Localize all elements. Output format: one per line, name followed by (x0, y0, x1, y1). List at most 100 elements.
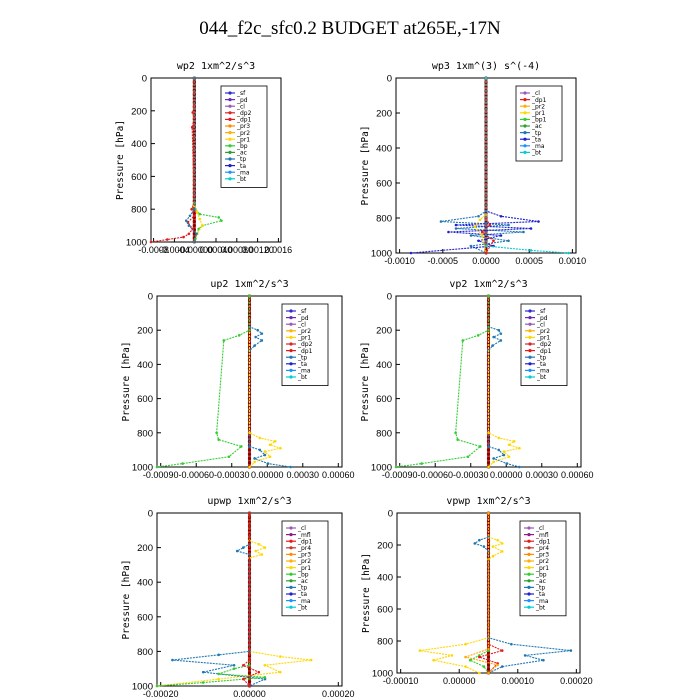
series-line-bp (193, 78, 223, 243)
y-tick-label: 800 (376, 214, 392, 225)
legend-entry: _cl (297, 321, 306, 328)
series-point (487, 328, 490, 332)
legend-marker (527, 559, 531, 563)
legend-entry: _cl (531, 90, 540, 97)
legend-entry: _tp (297, 585, 307, 592)
legend-marker (528, 375, 532, 379)
series-point (260, 339, 264, 342)
profile-marker (484, 190, 488, 194)
series-point (500, 550, 504, 553)
series-point (480, 230, 484, 234)
series-line-dp1 (150, 78, 195, 243)
legend-marker (523, 104, 527, 108)
profile-marker (192, 142, 196, 146)
y-tick-label: 400 (377, 573, 393, 584)
legend-entry: _ma (297, 368, 311, 375)
legend-entry: _pr1 (297, 335, 311, 342)
series-point (454, 227, 458, 230)
series-point (542, 658, 545, 662)
legend-marker (527, 585, 531, 590)
legend-marker (523, 98, 527, 102)
legend-marker (289, 375, 293, 379)
legend-marker (228, 111, 232, 115)
x-tick-label: 0.00000 (251, 470, 284, 480)
profile-marker (484, 93, 488, 98)
legend-marker (523, 150, 527, 154)
legend-entry: _sf (236, 90, 246, 97)
legend-entry: _ta (536, 361, 546, 368)
legend-marker (289, 559, 293, 563)
profile-marker (192, 84, 196, 88)
series-point (195, 211, 199, 214)
legend-entry: _tp (531, 130, 541, 137)
legend-entry: _bt (297, 374, 308, 381)
series-point (279, 655, 282, 658)
legend-entry: _pr4 (535, 545, 549, 552)
series-point (187, 224, 191, 227)
series-point (491, 554, 495, 558)
series-point (188, 214, 192, 218)
legend-marker (289, 355, 293, 359)
legend-marker (527, 605, 531, 609)
legend-entry: _pr3 (297, 552, 311, 559)
series-point (253, 460, 256, 464)
legend-marker (289, 362, 293, 366)
series-point (507, 443, 511, 447)
y-tick-label: 800 (376, 428, 392, 439)
legend-marker (528, 349, 532, 353)
y-tick-label: 400 (376, 144, 392, 155)
series-point (409, 251, 413, 255)
legend-entry: _bt (535, 604, 546, 611)
series-point (496, 663, 499, 667)
series-point (466, 455, 470, 459)
series-line-pr1 (463, 513, 499, 674)
panel-1: wp2 1xm^2/s^3 Pressure [hPa] 0 200 400 600 800… (115, 61, 292, 255)
series-line-dp1 (242, 513, 261, 687)
series-point (529, 227, 533, 230)
series-point (242, 663, 245, 667)
legend-entry: _pr1 (536, 335, 550, 342)
series-point (217, 672, 220, 676)
series-point (507, 223, 510, 227)
series-point (257, 542, 261, 546)
series-point (484, 244, 488, 248)
y-tick-label: 1000 (126, 238, 147, 249)
series-point (260, 332, 264, 335)
y-tick-label: 800 (377, 637, 393, 648)
series-point (447, 230, 450, 234)
profile-marker (247, 354, 252, 358)
legend-marker (523, 91, 527, 95)
series-line-pr1 (474, 78, 487, 254)
legend: _cl_mfl_dp1_pr4_pr3_pr2_pr1_bp_ac_tp_ta_… (519, 520, 567, 617)
legend-marker (289, 309, 293, 313)
profile-marker (247, 311, 252, 315)
series-point (522, 230, 525, 234)
series-point (268, 455, 272, 459)
series-point (491, 545, 495, 548)
series-point (505, 462, 509, 465)
legend-entry: _ta (236, 163, 246, 170)
y-tick-label: 0 (148, 509, 153, 520)
x-tick-label: 0.00030 (287, 470, 320, 480)
legend-entry: _ac (535, 578, 546, 585)
legend-entry: _dp1 (536, 348, 552, 355)
x-tick-label: -0.00030 (214, 470, 250, 480)
series-point (232, 667, 236, 670)
series-point (499, 214, 503, 218)
legend-marker (528, 342, 532, 346)
series-point (242, 677, 245, 681)
x-tick-label: 0.00000 (233, 689, 266, 699)
y-tick-label: 400 (137, 578, 153, 589)
series-point (488, 223, 492, 227)
series-point (478, 538, 481, 542)
series-point (198, 217, 202, 221)
legend-entry: _pr3 (535, 552, 549, 559)
legend-marker (528, 316, 532, 320)
series-point (512, 440, 516, 443)
legend-entry: _pr1 (531, 110, 545, 117)
x-tick-label: -0.00090 (382, 470, 418, 480)
x-tick-label: -0.0004 (159, 245, 190, 255)
y-tick-label: 0 (387, 292, 392, 303)
legend-marker (528, 309, 532, 313)
